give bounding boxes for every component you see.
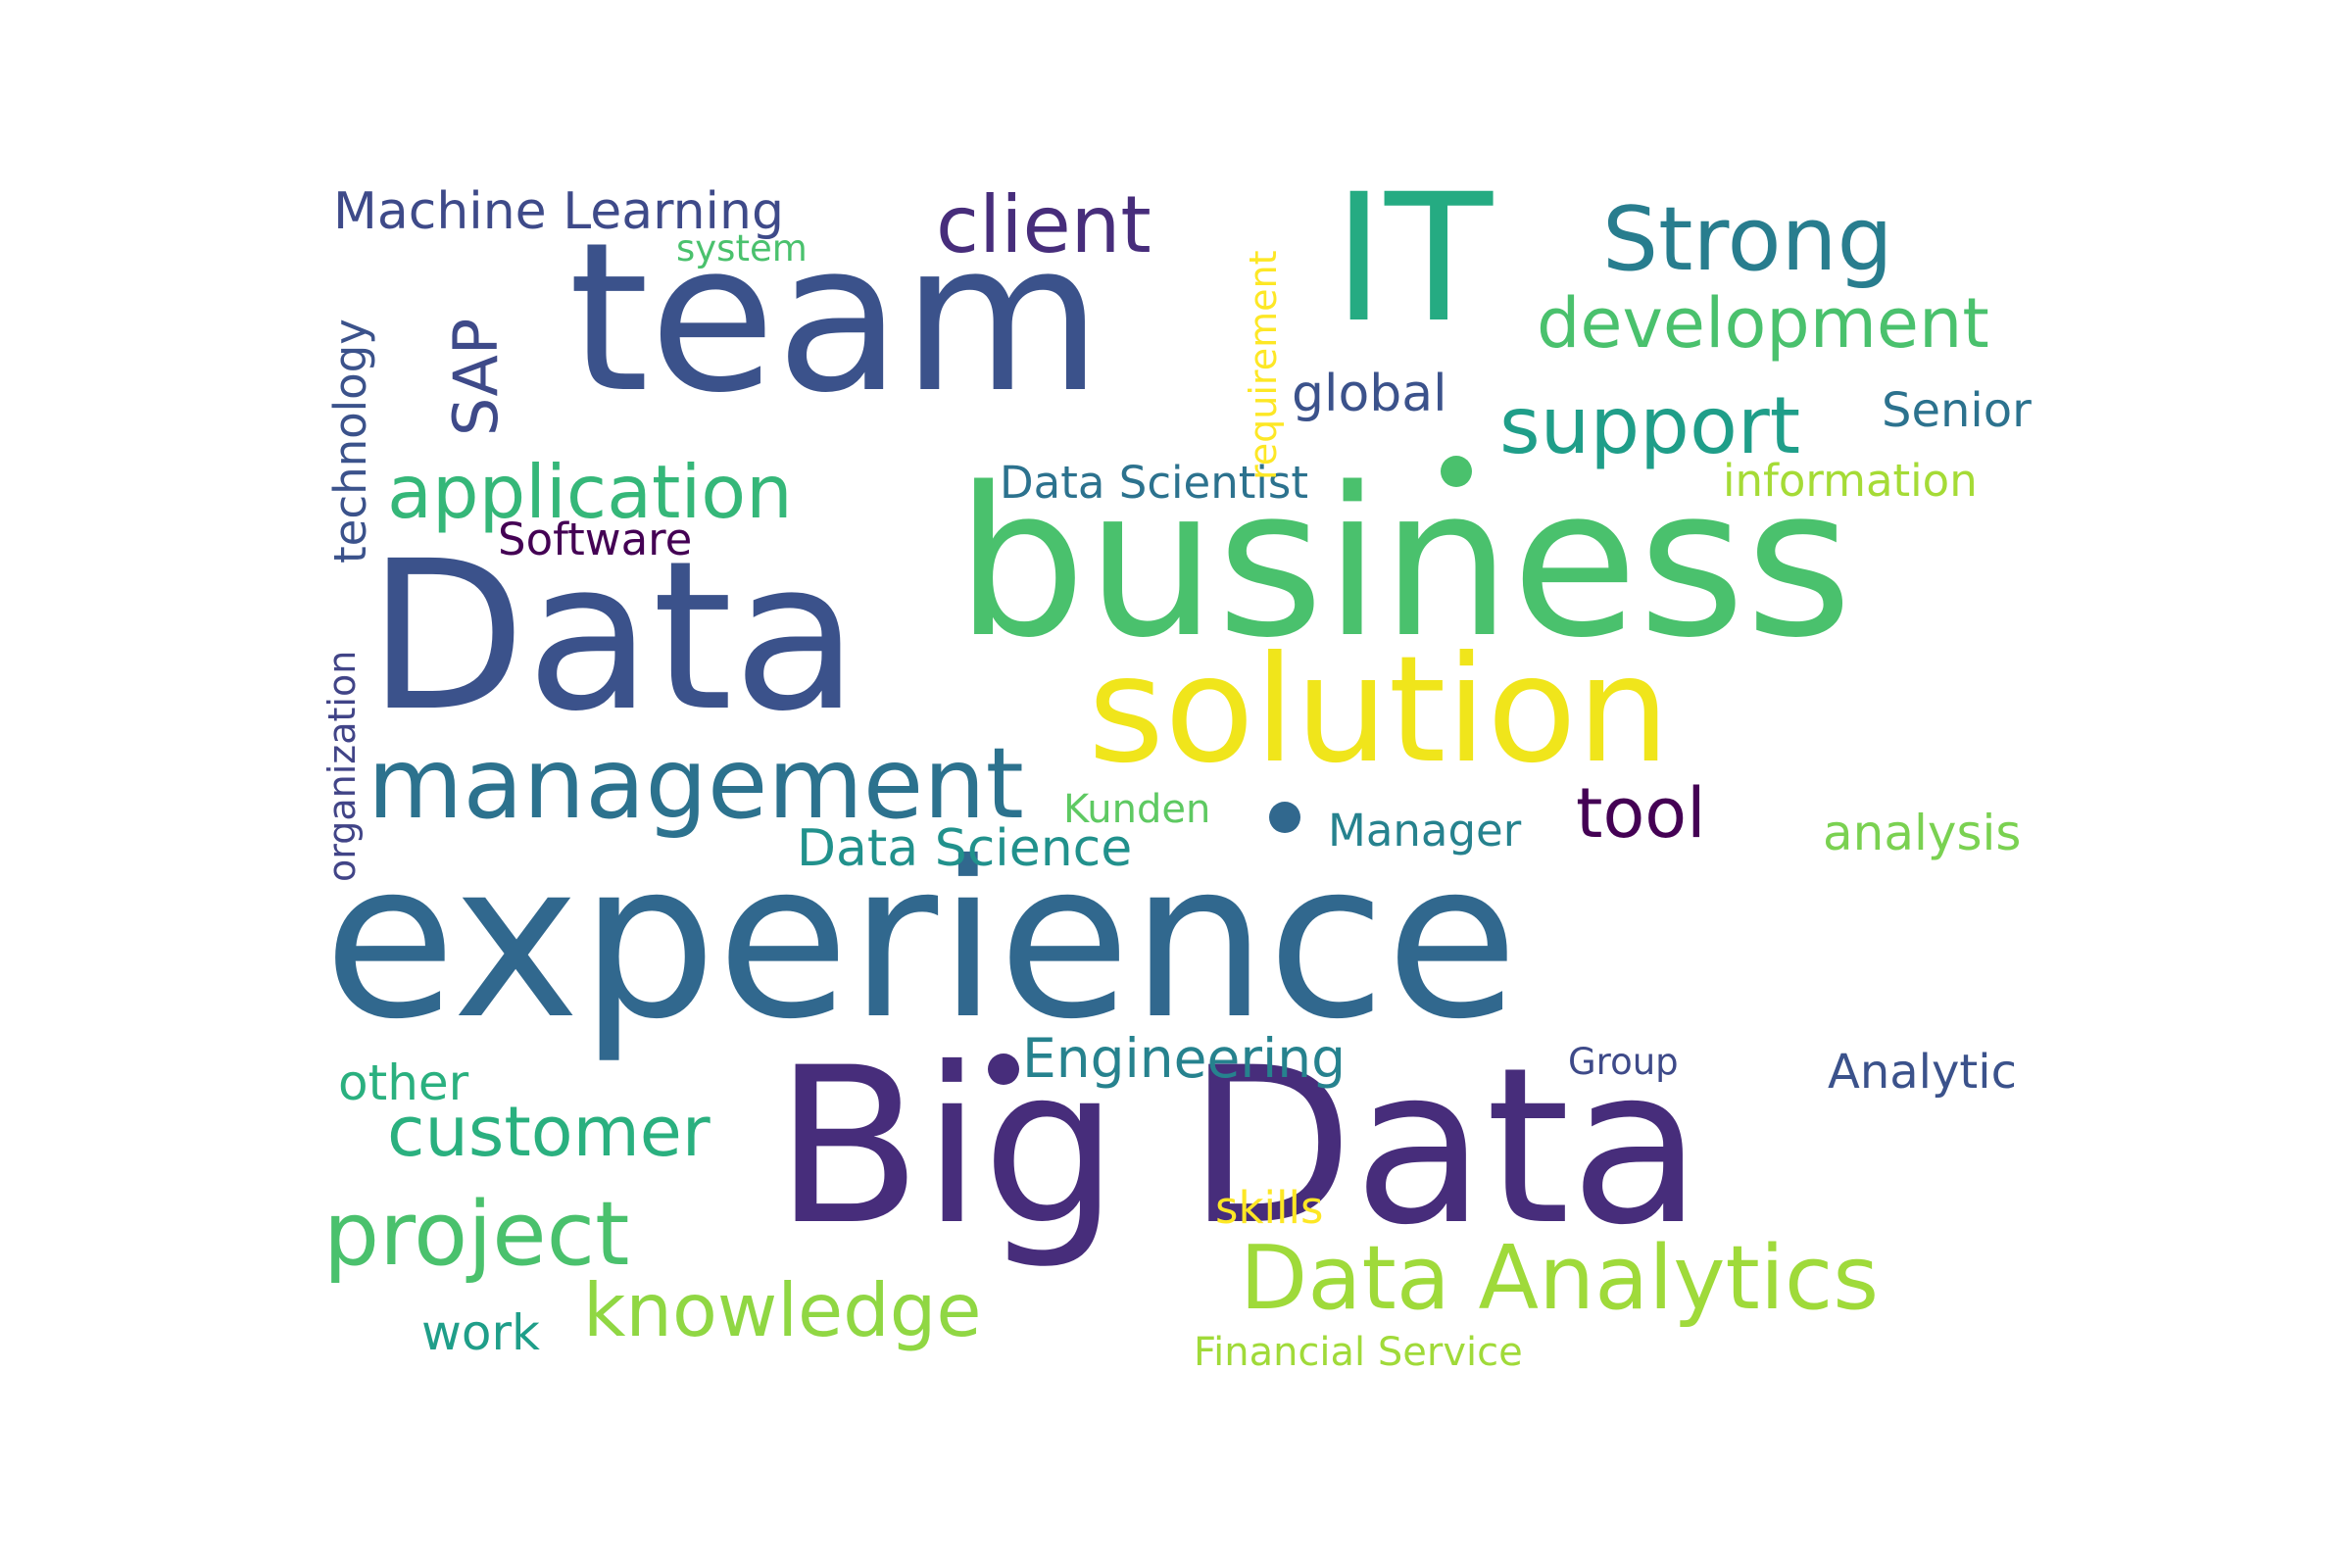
word-work: work: [421, 1304, 540, 1361]
word-data-science: Data Science: [797, 819, 1133, 878]
word-knowledge: knowledge: [583, 1267, 982, 1353]
word-dot: [1441, 456, 1472, 487]
word-dot: [1269, 802, 1300, 833]
word-engineering: Engineering: [1022, 1027, 1346, 1090]
word-data-scientist: Data Scientist: [1000, 457, 1308, 509]
word-solution: solution: [1088, 625, 1670, 796]
word-it: IT: [1333, 157, 1494, 362]
word-technology: technology: [324, 318, 376, 564]
word-financial-service: Financial Service: [1194, 1330, 1523, 1375]
word-application: application: [387, 449, 793, 535]
word-group: Group: [1568, 1041, 1679, 1083]
word-kunden: Kunden: [1063, 787, 1211, 832]
word-machine-learning: Machine Learning: [333, 182, 784, 241]
word-customer: customer: [387, 1092, 710, 1172]
word-software: Software: [498, 514, 693, 565]
word-skills: skills: [1215, 1182, 1324, 1234]
word-development: development: [1537, 283, 1989, 364]
word-analytic: Analytic: [1828, 1045, 2017, 1100]
word-experience: experience: [323, 815, 1519, 1066]
word-system: system: [676, 227, 808, 270]
word-requirement: requirement: [1242, 250, 1285, 480]
word-support: support: [1499, 380, 1801, 471]
word-tool: tool: [1576, 773, 1706, 854]
word-information: information: [1723, 455, 1978, 507]
word-business: business: [956, 443, 1853, 683]
word-client: client: [936, 179, 1152, 270]
word-dot: [988, 1054, 1019, 1085]
word-team: team: [568, 198, 1102, 438]
word-manager: Manager: [1328, 805, 1522, 857]
word-analysis: analysis: [1823, 805, 2022, 861]
word-project: project: [323, 1183, 630, 1286]
word-global: global: [1292, 365, 1447, 423]
word-management: management: [368, 726, 1024, 841]
word-data-analytics: Data Analytics: [1240, 1227, 1880, 1330]
word-big-data: Big Data: [774, 1021, 1702, 1272]
word-senior: Senior: [1882, 383, 2032, 438]
word-sap: SAP: [440, 318, 512, 436]
word-data: Data: [368, 516, 859, 757]
word-organization: organization: [320, 650, 364, 882]
word-other: other: [338, 1054, 469, 1111]
word-strong: Strong: [1602, 188, 1893, 291]
